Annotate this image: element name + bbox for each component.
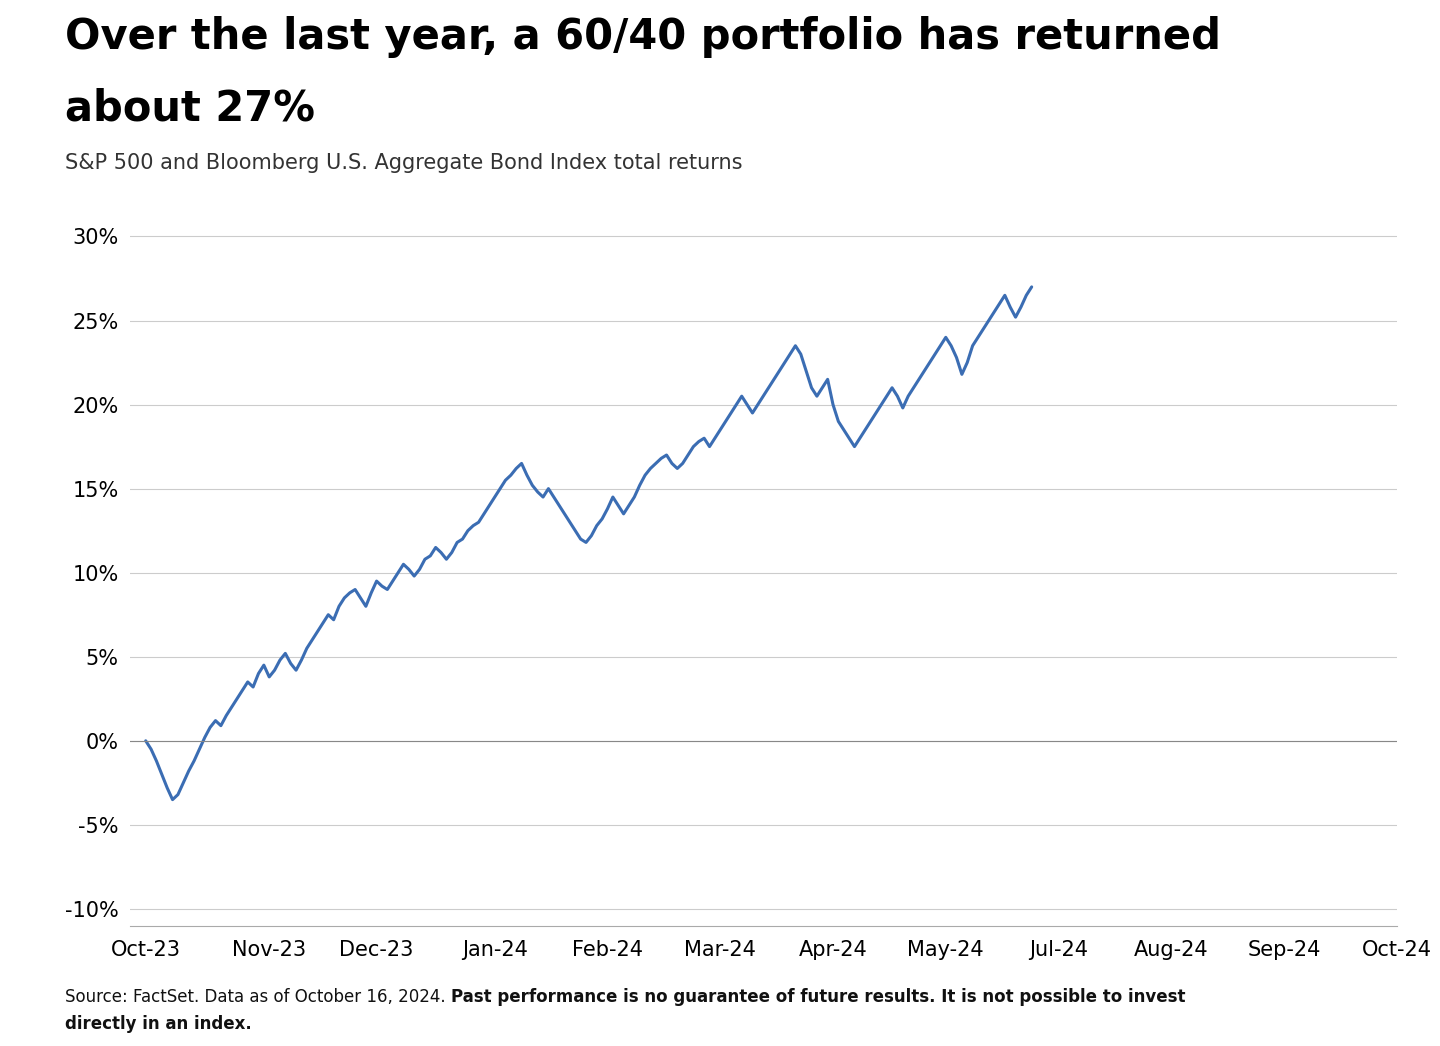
Text: Past performance is no guarantee of future results. It is not possible to invest: Past performance is no guarantee of futu…: [451, 988, 1185, 1006]
Text: Over the last year, a 60/40 portfolio has returned: Over the last year, a 60/40 portfolio ha…: [65, 16, 1221, 58]
Text: directly in an index.: directly in an index.: [65, 1016, 252, 1033]
Text: S&P 500 and Bloomberg U.S. Aggregate Bond Index total returns: S&P 500 and Bloomberg U.S. Aggregate Bon…: [65, 153, 742, 173]
Text: Source: FactSet. Data as of October 16, 2024.: Source: FactSet. Data as of October 16, …: [65, 988, 451, 1006]
Text: about 27%: about 27%: [65, 88, 315, 130]
